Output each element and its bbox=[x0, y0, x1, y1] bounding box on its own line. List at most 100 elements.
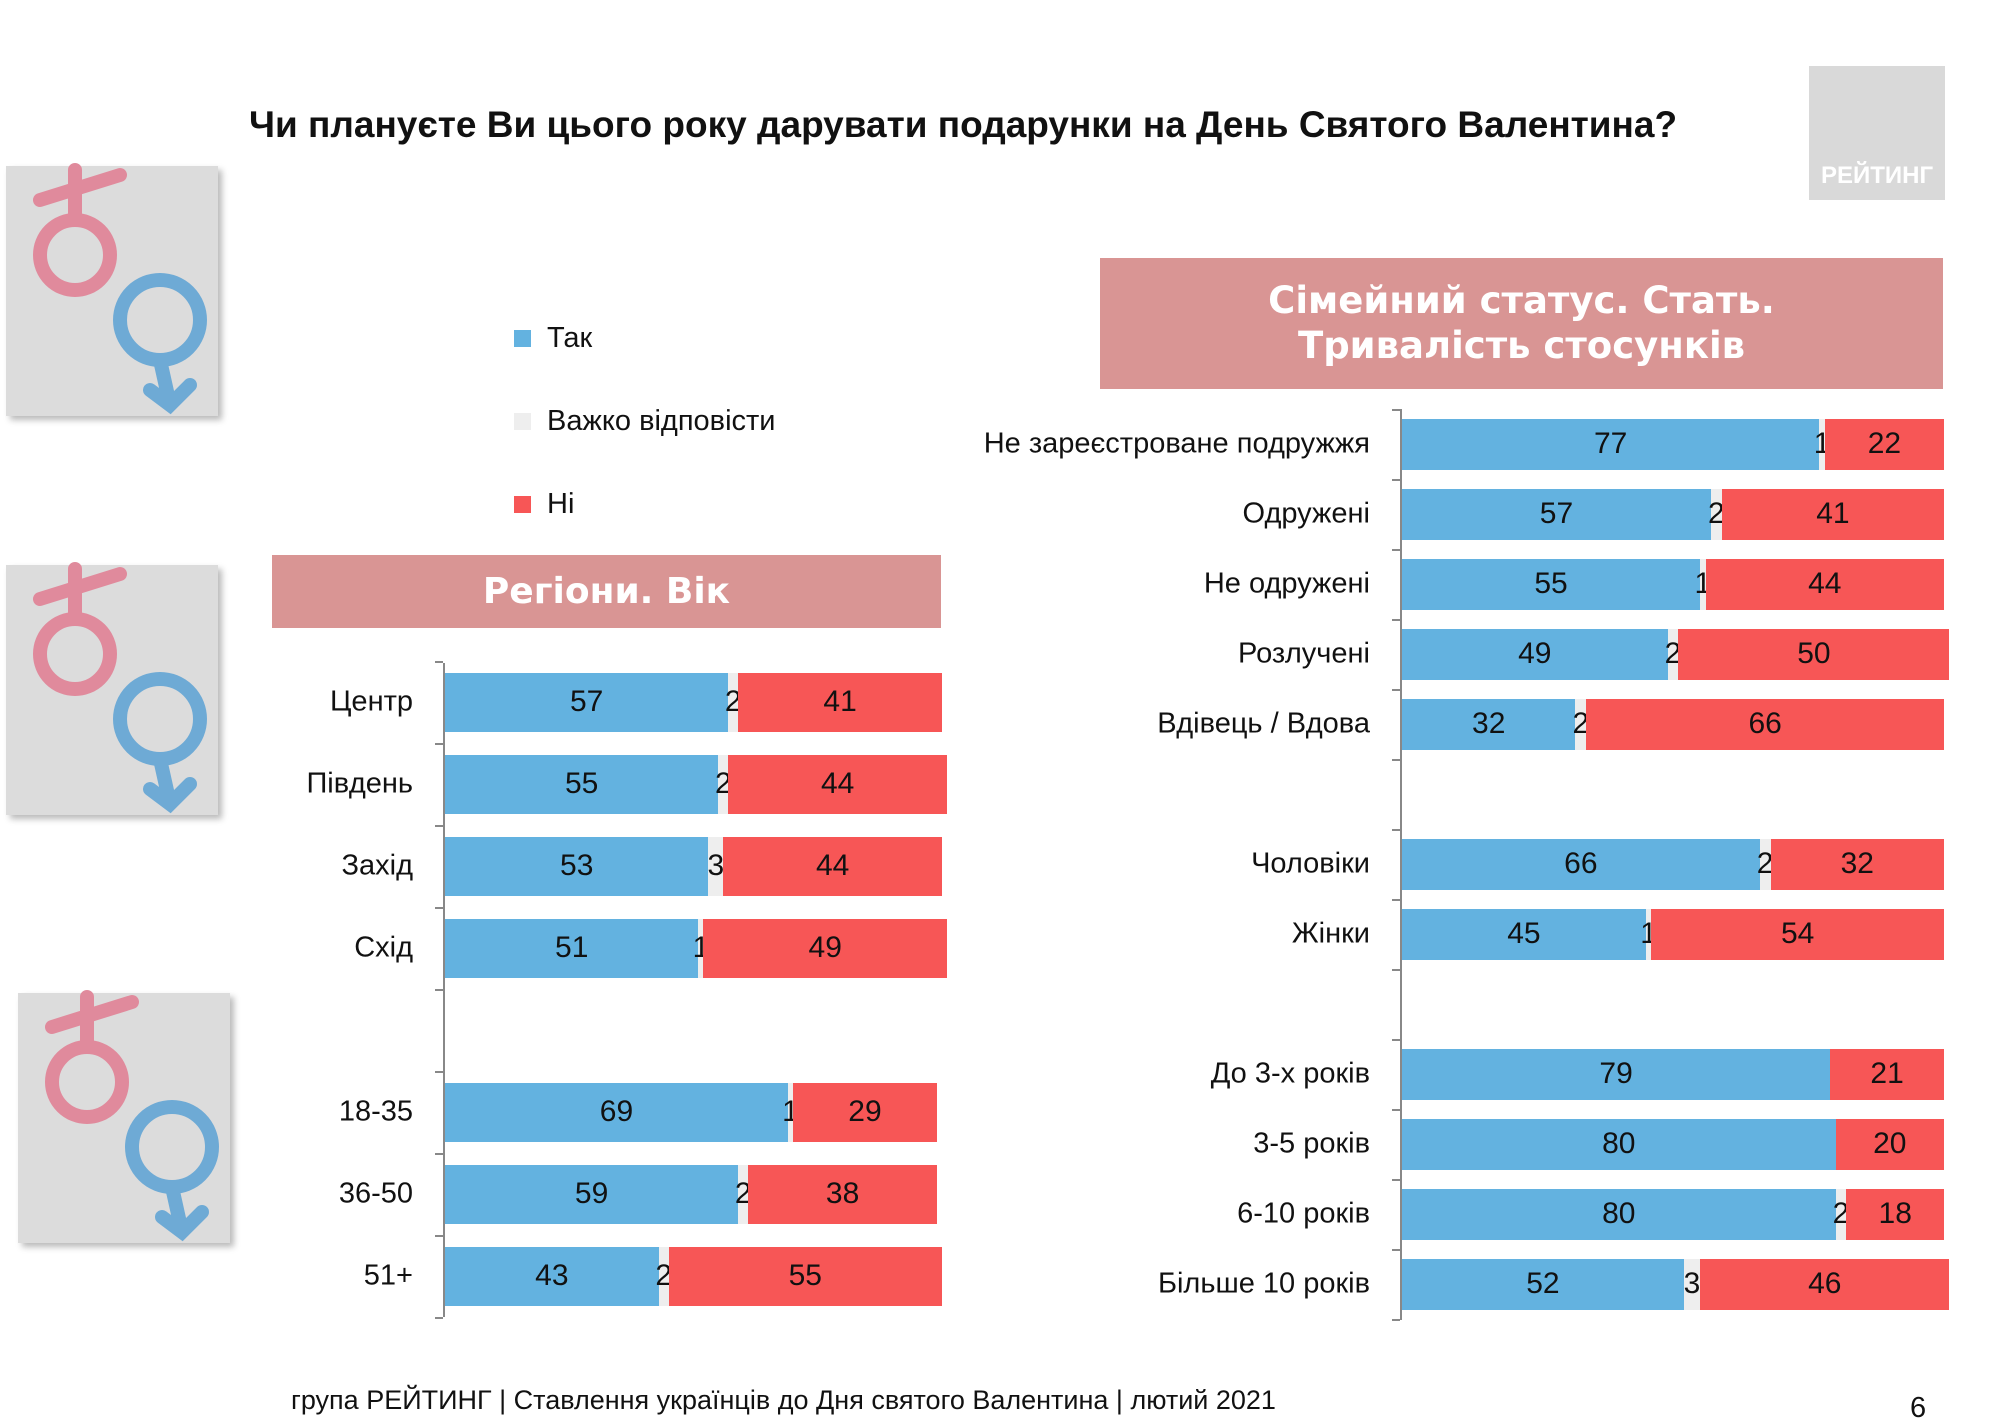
data-label: 45 bbox=[1507, 917, 1541, 950]
footer-text: група РЕЙТИНГ | Ставлення українців до Д… bbox=[291, 1385, 1276, 1415]
bar-segment-hard bbox=[1667, 628, 1679, 680]
bar-segment-yes bbox=[445, 754, 719, 814]
axis-tick bbox=[1392, 1249, 1400, 1251]
bar-segment-hard bbox=[1645, 908, 1652, 960]
data-label: 55 bbox=[1534, 567, 1568, 600]
data-label: 79 bbox=[1599, 1057, 1633, 1090]
axis-tick bbox=[1392, 759, 1400, 761]
bar-segment-yes bbox=[1402, 418, 1820, 470]
bar-segment-hard bbox=[1710, 488, 1722, 540]
data-label: 50 bbox=[1797, 637, 1831, 670]
data-label: 29 bbox=[848, 1095, 882, 1128]
axis-tick bbox=[435, 743, 443, 745]
data-label: 2 bbox=[1756, 847, 1774, 880]
bar-segment-hard bbox=[708, 836, 724, 896]
data-label: 57 bbox=[569, 685, 604, 718]
category-label: Схід bbox=[354, 931, 413, 964]
bar-segment-no bbox=[1678, 628, 1950, 680]
bar-segment-no bbox=[1721, 488, 1944, 540]
bar-segment-yes bbox=[445, 1164, 739, 1224]
rating-logo: РЕЙТИНГ bbox=[1809, 66, 1945, 200]
data-label: 2 bbox=[724, 685, 742, 718]
axis-tick bbox=[435, 1153, 443, 1155]
axis-tick bbox=[435, 1317, 443, 1319]
bar-segment-hard bbox=[787, 1082, 793, 1142]
bar-segment-yes bbox=[1402, 1048, 1831, 1100]
data-label: 77 bbox=[1593, 427, 1628, 460]
data-label: 51 bbox=[555, 931, 589, 964]
data-label: 2 bbox=[714, 767, 732, 800]
legend-label: Так bbox=[547, 322, 593, 354]
bar-segment-no bbox=[748, 1164, 938, 1224]
header-line: Сімейний статус. Стать. bbox=[1268, 279, 1775, 323]
bar-segment-no bbox=[1700, 1258, 1950, 1310]
axis-tick bbox=[1392, 829, 1400, 831]
bar-segment-hard bbox=[698, 918, 704, 978]
data-label: 38 bbox=[825, 1177, 860, 1210]
bar-segment-hard bbox=[728, 672, 739, 732]
data-label: 20 bbox=[1873, 1127, 1907, 1160]
bar-segment-no bbox=[1770, 838, 1944, 890]
page-number: 6 bbox=[1910, 1392, 1927, 1424]
bar-segment-hard bbox=[1700, 558, 1706, 610]
legend-item-hard: Важко відповісти bbox=[514, 405, 776, 438]
data-label: 3 bbox=[1683, 1267, 1701, 1300]
data-label: 32 bbox=[1472, 707, 1506, 740]
family-status-header: Сімейний статус. Стать. Тривалість стосун… bbox=[1100, 258, 1943, 389]
data-label: 18 bbox=[1878, 1197, 1912, 1230]
bar-segment-no bbox=[1830, 1048, 1944, 1100]
data-label: 2 bbox=[1832, 1197, 1850, 1230]
axis-tick bbox=[435, 907, 443, 909]
bar-segment-hard bbox=[658, 1246, 669, 1306]
logo-text: РЕЙТИНГ bbox=[1820, 162, 1934, 189]
data-label: 44 bbox=[1808, 567, 1842, 600]
bar-segment-no bbox=[668, 1246, 942, 1306]
axis-tick bbox=[1392, 1039, 1400, 1041]
category-label: Захід bbox=[341, 849, 413, 882]
data-label: 32 bbox=[1840, 847, 1874, 880]
axis-tick bbox=[1392, 1109, 1400, 1111]
axis-tick bbox=[1392, 619, 1400, 621]
axis-tick bbox=[1392, 899, 1400, 901]
data-label: 80 bbox=[1602, 1127, 1636, 1160]
data-label: 66 bbox=[1748, 707, 1782, 740]
bar-segment-yes bbox=[1402, 628, 1668, 680]
gender-symbols-image bbox=[6, 565, 218, 815]
category-label: Чоловіки bbox=[1251, 847, 1370, 880]
data-label: 41 bbox=[1816, 497, 1850, 530]
data-label: 2 bbox=[1708, 497, 1725, 530]
axis-tick bbox=[1392, 1179, 1400, 1181]
axis-tick bbox=[1392, 689, 1400, 691]
data-label: 2 bbox=[1664, 637, 1682, 670]
legend-label: Важко відповісти bbox=[547, 405, 776, 437]
data-label: 22 bbox=[1867, 427, 1902, 460]
data-label: 41 bbox=[823, 685, 857, 718]
legend-swatch-hard bbox=[514, 413, 531, 430]
category-label: 36-50 bbox=[338, 1177, 413, 1210]
legend-swatch-no bbox=[514, 496, 531, 513]
axis-tick bbox=[1392, 479, 1400, 481]
category-label: Більше 10 років bbox=[1157, 1267, 1370, 1300]
data-label: 2 bbox=[734, 1177, 752, 1210]
data-label: 2 bbox=[655, 1259, 673, 1292]
category-label: Розлучені bbox=[1238, 637, 1370, 670]
page-title: Чи плануєте Ви цього року дарувати подар… bbox=[249, 104, 1678, 145]
bar-segment-no bbox=[1705, 558, 1944, 610]
bar-segment-yes bbox=[1402, 698, 1576, 750]
bar-segment-no bbox=[1586, 698, 1944, 750]
bar-segment-yes bbox=[445, 836, 709, 896]
data-label: 44 bbox=[820, 767, 855, 800]
legend-label: Ні bbox=[547, 488, 575, 520]
bar-segment-no bbox=[728, 754, 947, 814]
bar-segment-hard bbox=[738, 1164, 749, 1224]
gender-symbols-image bbox=[6, 166, 218, 416]
data-label: 49 bbox=[808, 931, 842, 964]
y-axis bbox=[443, 663, 445, 1317]
bar-segment-yes bbox=[1402, 558, 1701, 610]
category-label: Не зареєстроване подружжя bbox=[983, 427, 1370, 460]
data-label: 69 bbox=[599, 1095, 634, 1128]
category-label: Центр bbox=[329, 685, 413, 718]
gender-symbols-image bbox=[18, 993, 230, 1243]
category-label: 6-10 років bbox=[1237, 1197, 1370, 1230]
axis-tick bbox=[435, 661, 443, 663]
